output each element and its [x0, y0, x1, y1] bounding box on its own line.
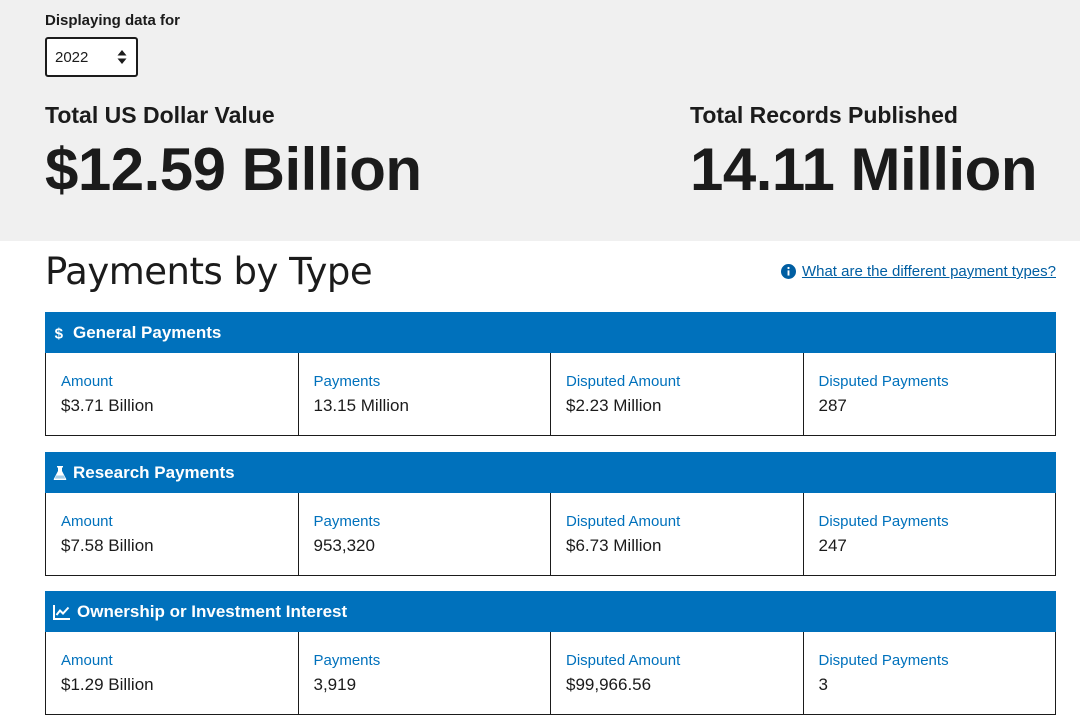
payment-type-metrics: Amount $1.29 Billion Payments 3,919 Disp…: [45, 632, 1056, 715]
disputed-payments-cell: Disputed Payments 287: [802, 353, 1056, 435]
amount-cell: Amount $3.71 Billion: [46, 353, 298, 435]
payment-type-general: $ General Payments Amount $3.71 Billion …: [45, 312, 1056, 436]
payment-types-help-link[interactable]: What are the different payment types?: [780, 263, 1056, 280]
payment-type-metrics: Amount $7.58 Billion Payments 953,320 Di…: [45, 493, 1056, 576]
disputed-payments-label: Disputed Payments: [818, 513, 949, 530]
payments-cell: Payments 13.15 Million: [297, 353, 551, 435]
payments-cell: Payments 3,919: [297, 632, 551, 714]
disputed-amount-cell: Disputed Amount $99,966.56: [550, 632, 803, 714]
disputed-payments-value: 287: [818, 396, 847, 415]
disputed-payments-value: 3: [818, 675, 828, 694]
payment-type-research: Research Payments Amount $7.58 Billion P…: [45, 452, 1056, 576]
payment-type-name: Ownership or Investment Interest: [77, 601, 348, 621]
flask-icon: [53, 465, 67, 480]
disputed-amount-cell: Disputed Amount $6.73 Million: [550, 493, 803, 575]
amount-value: $3.71 Billion: [61, 396, 154, 415]
disputed-payments-cell: Disputed Payments 3: [802, 632, 1056, 714]
section-title: Payments by Type: [45, 250, 373, 293]
disputed-payments-cell: Disputed Payments 247: [802, 493, 1056, 575]
total-records-stat: Total Records Published 14.11 Million: [690, 100, 1037, 206]
sort-updown-icon: [117, 50, 127, 64]
disputed-amount-value: $99,966.56: [566, 675, 652, 694]
payments-cell: Payments 953,320: [297, 493, 551, 575]
payments-label: Payments: [313, 513, 381, 530]
payments-label: Payments: [313, 373, 381, 390]
payment-type-header: $ General Payments: [45, 312, 1056, 353]
disputed-amount-value: $6.73 Million: [566, 536, 662, 555]
amount-label: Amount: [61, 652, 113, 669]
total-dollar-value: $12.59 Billion: [45, 136, 422, 203]
payment-type-name: Research Payments: [73, 462, 235, 482]
total-records-value: 14.11 Million: [690, 136, 1037, 203]
amount-value: $7.58 Billion: [61, 536, 154, 555]
year-filter-label: Displaying data for: [45, 12, 181, 29]
disputed-amount-label: Disputed Amount: [566, 373, 681, 390]
info-icon: [780, 264, 796, 279]
payments-by-type-header: Payments by Type What are the different …: [45, 248, 1056, 298]
total-dollar-label: Total US Dollar Value: [45, 102, 275, 128]
amount-label: Amount: [61, 513, 113, 530]
svg-text:$: $: [55, 325, 64, 341]
disputed-amount-label: Disputed Amount: [566, 513, 681, 530]
payment-type-name: General Payments: [73, 322, 222, 342]
payment-type-header: Ownership or Investment Interest: [45, 591, 1056, 632]
disputed-amount-label: Disputed Amount: [566, 652, 681, 669]
line-chart-icon: [53, 604, 70, 620]
amount-cell: Amount $1.29 Billion: [46, 632, 298, 714]
payment-type-header: Research Payments: [45, 452, 1056, 493]
disputed-payments-label: Disputed Payments: [818, 652, 949, 669]
summary-banner: Displaying data for 2022 Total US Dollar…: [0, 0, 1080, 241]
payments-label: Payments: [313, 652, 381, 669]
payments-value: 13.15 Million: [313, 396, 409, 415]
help-link-text: What are the different payment types?: [801, 263, 1056, 280]
disputed-amount-value: $2.23 Million: [566, 396, 662, 415]
disputed-amount-cell: Disputed Amount $2.23 Million: [550, 353, 803, 435]
payment-type-ownership: Ownership or Investment Interest Amount …: [45, 591, 1056, 715]
total-records-label: Total Records Published: [690, 102, 958, 128]
year-select[interactable]: 2022: [45, 37, 138, 77]
payments-value: 953,320: [313, 536, 375, 555]
amount-value: $1.29 Billion: [61, 675, 154, 694]
total-dollar-stat: Total US Dollar Value $12.59 Billion: [45, 100, 422, 206]
disputed-payments-value: 247: [818, 536, 847, 555]
amount-cell: Amount $7.58 Billion: [46, 493, 298, 575]
amount-label: Amount: [61, 373, 113, 390]
dollar-icon: $: [55, 325, 64, 341]
disputed-payments-label: Disputed Payments: [818, 373, 949, 390]
payment-type-metrics: Amount $3.71 Billion Payments 13.15 Mill…: [45, 353, 1056, 436]
payments-value: 3,919: [313, 675, 357, 694]
year-select-value: 2022: [55, 48, 89, 66]
